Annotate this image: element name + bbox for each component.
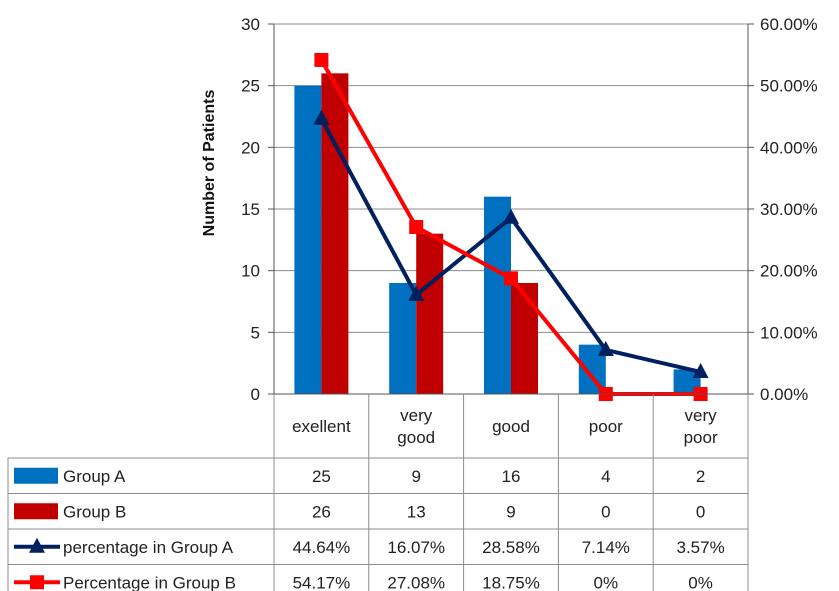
right-tick-label: 0.00% <box>760 385 808 404</box>
bar-group-a <box>389 283 417 394</box>
marker-triangle <box>597 340 614 356</box>
table-cell: 9 <box>506 502 515 521</box>
table-cell: 13 <box>407 502 426 521</box>
right-tick-label: 10.00% <box>760 323 818 342</box>
series-name: Group B <box>63 502 126 521</box>
left-tick-label: 30 <box>241 15 260 34</box>
series-name: Group A <box>63 467 126 486</box>
category-label: poor <box>684 428 718 447</box>
table-cell: 2 <box>696 467 705 486</box>
series-markers <box>313 52 709 401</box>
table-cell: 28.58% <box>482 538 540 557</box>
marker-triangle <box>692 362 709 378</box>
legend-key-marker <box>29 537 45 553</box>
table-cell: 18.75% <box>482 573 540 591</box>
data-table: exellent very good good poor very poor Group A 2… <box>7 394 749 591</box>
legend-key-bar <box>14 467 58 484</box>
bar-group-b <box>511 283 538 394</box>
marker-triangle <box>313 109 330 125</box>
category-label: good <box>492 417 530 436</box>
table-cell: 54.17% <box>293 573 351 591</box>
series-name: Percentage in Group B <box>63 573 236 591</box>
marker-triangle <box>408 285 425 301</box>
category-label: very <box>685 406 718 425</box>
marker-triangle <box>503 208 519 224</box>
table-cell: 0% <box>688 573 713 591</box>
category-label: poor <box>589 417 623 436</box>
table-cell: 7.14% <box>582 538 630 557</box>
table-cell: 44.64% <box>293 538 351 557</box>
right-tick-label: 30.00% <box>760 200 818 219</box>
series-name: percentage in Group A <box>63 538 234 557</box>
y-axis-title: Number of Patients <box>201 90 218 237</box>
left-tick-label: 15 <box>241 200 260 219</box>
table-cell: 27.08% <box>387 573 445 591</box>
marker-square <box>409 220 424 235</box>
table-cell: 16.07% <box>387 538 445 557</box>
category-label: exellent <box>292 417 351 436</box>
bar-group-a <box>294 85 322 395</box>
right-tick-label: 40.00% <box>760 138 818 157</box>
left-tick-label: 25 <box>241 77 260 96</box>
legend-key-bar <box>14 503 58 520</box>
left-tick-label: 20 <box>241 138 260 157</box>
marker-square <box>504 271 518 286</box>
table-cell: 9 <box>411 467 420 486</box>
bar-group-b <box>416 233 444 394</box>
table-cell: 16 <box>502 467 521 486</box>
table-cell: 4 <box>601 467 610 486</box>
right-tick-label: 50.00% <box>760 77 818 96</box>
table-cell: 0 <box>696 502 705 521</box>
bars <box>294 73 701 395</box>
table-cell: 3.57% <box>676 538 724 557</box>
left-tick-label: 10 <box>241 262 260 281</box>
category-label: very <box>400 406 433 425</box>
left-tick-label: 5 <box>251 323 260 342</box>
table-cell: 0 <box>601 502 610 521</box>
axes: 0 5 10 15 20 25 30 0.00% 10.00% 20.00% 30.00% 40.00… <box>241 15 818 404</box>
table-cell: 26 <box>312 502 331 521</box>
legend-key-marker <box>30 575 44 590</box>
table-cell: 25 <box>312 467 331 486</box>
table-cell: 0% <box>594 573 619 591</box>
right-tick-label: 20.00% <box>760 262 818 281</box>
category-label: good <box>397 428 435 447</box>
right-tick-label: 60.00% <box>760 15 818 34</box>
left-tick-label: 0 <box>251 385 260 404</box>
marker-square <box>314 52 329 67</box>
